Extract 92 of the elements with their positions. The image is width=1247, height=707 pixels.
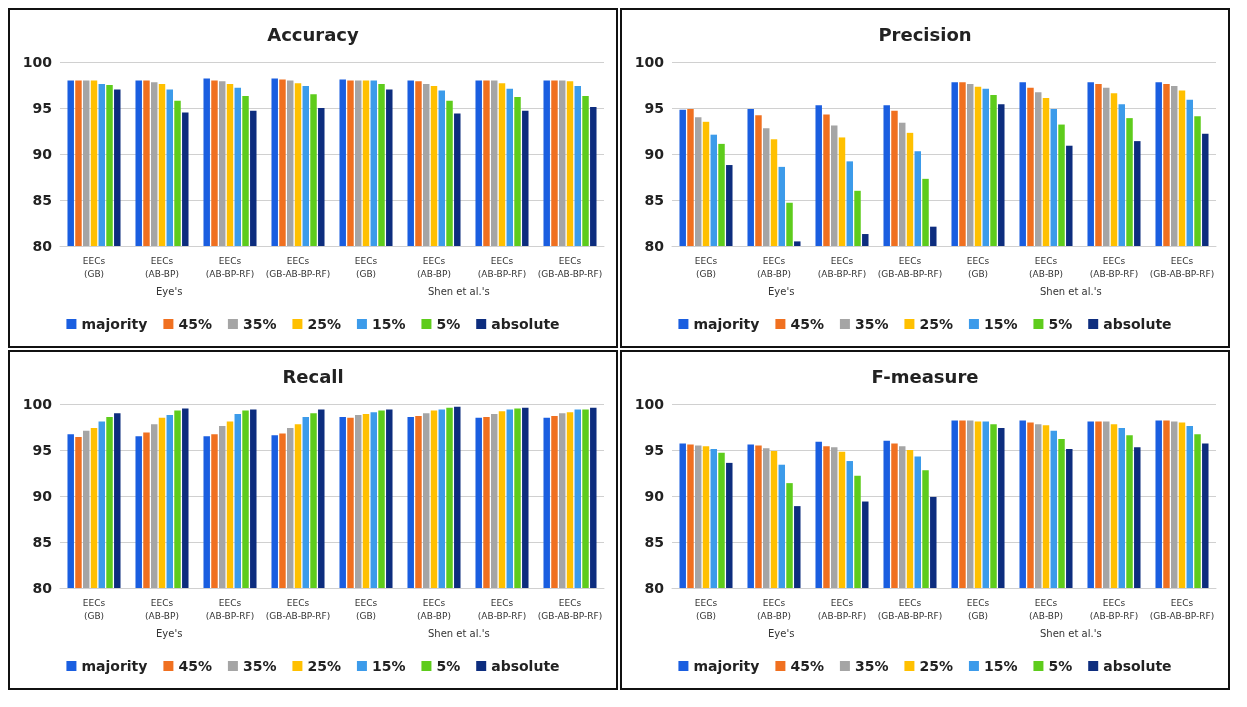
legend-label: 25% (919, 316, 953, 332)
x-tick-label: EECs (GB-AB-BP-RF) (1149, 255, 1215, 279)
x-tick-label: EECs (GB) (82, 255, 106, 279)
x-tick-label: EECs (GB-AB-BP-RF) (265, 597, 331, 621)
x-tick-label: EECs (AB-BP) (1029, 255, 1063, 279)
legend-label: 35% (854, 316, 889, 332)
y-tick-label: 80 (32, 238, 53, 254)
y-tick-label: 85 (32, 192, 52, 208)
x-tick-label: EECs (GB) (354, 597, 378, 621)
x-tick-label: EECs (GB-AB-BP-RF) (265, 255, 331, 279)
x-tick-label: EECs (AB-BP) (757, 255, 791, 279)
x-tick-label: EECs (AB-BP-RF) (1089, 255, 1139, 279)
legend-label: 15% (371, 658, 406, 674)
legend-label: absolute (491, 658, 560, 674)
y-tick-label: 100 (22, 54, 53, 70)
legend-label: absolute (1103, 316, 1172, 332)
x-tick-label: EECs (GB-AB-BP-RF) (537, 255, 603, 279)
y-tick-label: 85 (644, 534, 664, 550)
legend-label: 35% (242, 658, 277, 674)
x-tick-label: EECs (GB) (966, 597, 990, 621)
x-tick-label: EECs (AB-BP-RF) (477, 255, 527, 279)
legend-label: majority (693, 316, 760, 332)
text: Eye's (768, 627, 795, 639)
legend-label: 5% (436, 316, 461, 332)
text: Shen et al.'s (428, 285, 490, 297)
legend-label: 15% (983, 658, 1018, 674)
chart-title: F-measure (871, 365, 979, 387)
x-tick-label: EECs (AB-BP) (1029, 597, 1063, 621)
text: Eye's (768, 285, 795, 297)
x-tick-label: EECs (AB-BP-RF) (817, 255, 867, 279)
x-tick-label: EECs (GB-AB-BP-RF) (537, 597, 603, 621)
legend-label: majority (81, 658, 148, 674)
x-tick-label: EECs (AB-BP) (417, 597, 451, 621)
legend-label: 35% (242, 316, 277, 332)
y-tick-label: 80 (644, 580, 665, 596)
legend-label: majority (693, 658, 760, 674)
y-tick-label: 100 (634, 54, 665, 70)
x-tick-label: EECs (AB-BP-RF) (205, 597, 255, 621)
y-tick-label: 100 (22, 396, 53, 412)
legend-label: 25% (307, 316, 341, 332)
text: Eye's (156, 627, 183, 639)
chart-title: Precision (878, 23, 972, 45)
x-tick-label: EECs (AB-BP) (417, 255, 451, 279)
x-tick-label: EECs (GB) (82, 597, 106, 621)
legend-label: 15% (371, 316, 406, 332)
y-tick-label: 85 (644, 192, 664, 208)
legend-label: 5% (436, 658, 461, 674)
y-tick-label: 80 (644, 238, 665, 254)
y-tick-label: 95 (32, 100, 52, 116)
y-tick-label: 100 (634, 396, 665, 412)
legend-label: 5% (1048, 316, 1073, 332)
chart-title: Recall (282, 365, 344, 387)
x-tick-label: EECs (AB-BP) (145, 255, 179, 279)
x-tick-label: EECs (GB) (694, 597, 718, 621)
legend-label: 45% (790, 658, 824, 674)
text: Shen et al.'s (1040, 285, 1102, 297)
legend-label: 45% (178, 316, 212, 332)
y-tick-label: 80 (32, 580, 53, 596)
y-tick-label: 90 (32, 488, 53, 504)
legend-label: 5% (1048, 658, 1073, 674)
x-tick-label: EECs (GB-AB-BP-RF) (1149, 597, 1215, 621)
y-tick-label: 90 (644, 146, 665, 162)
y-tick-label: 95 (32, 442, 52, 458)
x-tick-label: EECs (AB-BP) (145, 597, 179, 621)
x-tick-label: EECs (AB-BP-RF) (817, 597, 867, 621)
chart-title: Accuracy (267, 23, 360, 45)
legend-label: absolute (1103, 658, 1172, 674)
y-tick-label: 95 (644, 442, 664, 458)
y-tick-label: 90 (32, 146, 53, 162)
x-tick-label: EECs (GB) (354, 255, 378, 279)
x-tick-label: EECs (AB-BP-RF) (1089, 597, 1139, 621)
y-tick-label: 95 (644, 100, 664, 116)
x-tick-label: EECs (AB-BP-RF) (205, 255, 255, 279)
legend-label: 15% (983, 316, 1018, 332)
x-tick-label: EECs (AB-BP) (757, 597, 791, 621)
text: Eye's (156, 285, 183, 297)
y-tick-label: 85 (32, 534, 52, 550)
y-tick-label: 90 (644, 488, 665, 504)
legend-label: 25% (919, 658, 953, 674)
text: Shen et al.'s (428, 627, 490, 639)
x-tick-label: EECs (GB) (966, 255, 990, 279)
legend-label: absolute (491, 316, 560, 332)
legend-label: 45% (178, 658, 212, 674)
legend-label: majority (81, 316, 148, 332)
text: Shen et al.'s (1040, 627, 1102, 639)
x-tick-label: EECs (AB-BP-RF) (477, 597, 527, 621)
legend-label: 35% (854, 658, 889, 674)
legend-label: 25% (307, 658, 341, 674)
x-tick-label: EECs (GB-AB-BP-RF) (877, 255, 943, 279)
x-tick-label: EECs (GB) (694, 255, 718, 279)
x-tick-label: EECs (GB-AB-BP-RF) (877, 597, 943, 621)
legend-label: 45% (790, 316, 824, 332)
